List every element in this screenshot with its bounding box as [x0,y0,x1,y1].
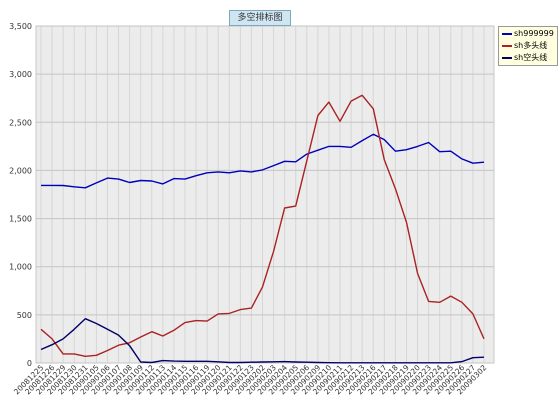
plot-area [35,25,495,364]
chart-title: 多空排标图 [229,10,291,26]
legend-swatch [502,57,512,59]
legend-swatch [502,33,512,35]
x-axis-labels: 2008122520081226200812292008123020081231… [12,363,489,397]
legend-item-short-line: sh空头线 [499,52,557,63]
series-line-2 [40,318,485,364]
legend-label: sh多头线 [514,41,548,50]
legend-label: sh999999 [514,29,554,38]
series-lines [40,94,485,364]
legend-item-sh999999: sh999999 [499,28,557,39]
legend-swatch [502,45,512,47]
series-line-1 [40,94,485,357]
y-axis-labels: 0 500 1,000 1,500 2,000 2,500 3,000 3,500 [9,22,32,368]
y-tick-label: 2,000 [9,166,32,175]
y-tick-label: 0 [27,359,32,368]
y-tick-label: 2,500 [9,118,32,127]
y-tick-label: 3,500 [9,22,32,31]
y-tick-label: 3,000 [9,70,32,79]
legend-item-long-line: sh多头线 [499,40,557,51]
y-tick-label: 1,500 [9,215,32,224]
series-line-0 [41,133,485,189]
grid-lines [36,25,494,364]
legend-label: sh空头线 [514,53,548,62]
y-tick-label: 1,000 [9,263,32,272]
y-tick-label: 500 [17,311,32,320]
legend: sh999999 sh多头线 sh空头线 [498,26,558,66]
